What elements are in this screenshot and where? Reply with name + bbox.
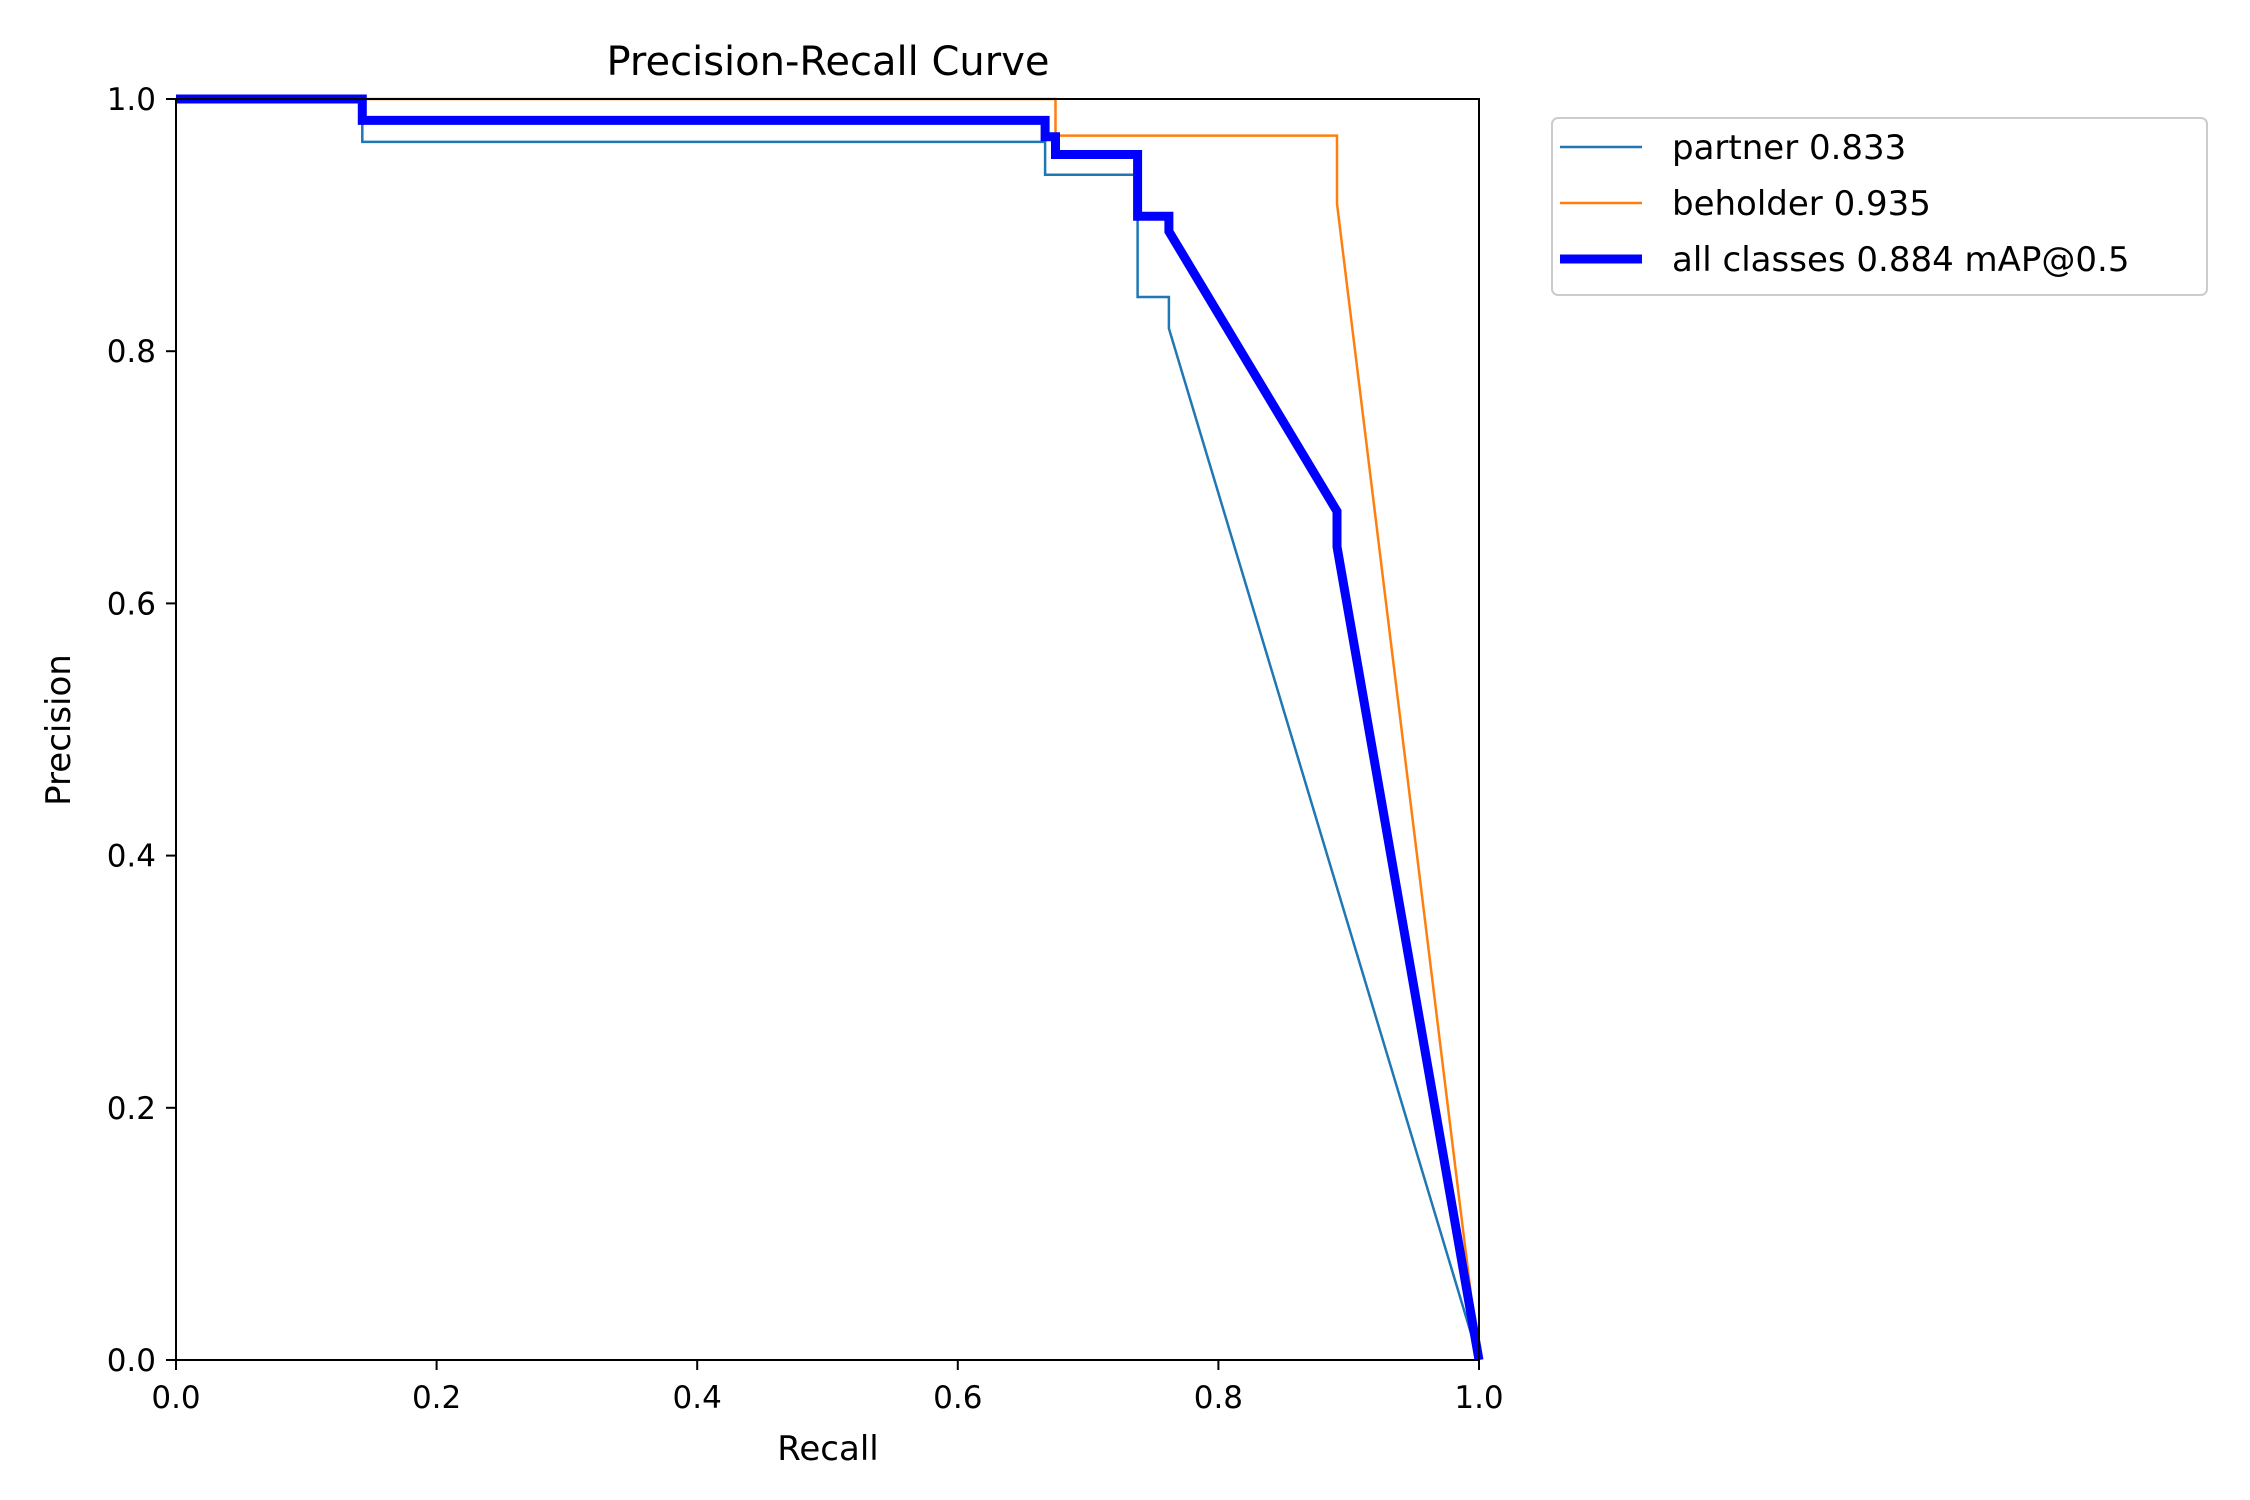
x-tick-label: 0.8	[1194, 1380, 1243, 1416]
x-axis: 0.0 0.2 0.4 0.6 0.8 1.0	[151, 1360, 1504, 1416]
y-tick-label: 0.4	[107, 839, 156, 875]
legend-label-1: beholder 0.935	[1672, 184, 1931, 224]
x-tick-label: 0.6	[933, 1380, 982, 1416]
legend: partner 0.833 beholder 0.935 all classes 0…	[1551, 117, 2208, 296]
plot-frame	[175, 98, 1480, 1361]
x-tick-label: 1.0	[1454, 1380, 1503, 1416]
y-tick-label: 0.8	[107, 334, 156, 370]
x-tick-label: 0.4	[673, 1380, 722, 1416]
legend-label-0: partner 0.833	[1672, 128, 1906, 168]
legend-label-2: all classes 0.884 mAP@0.5	[1672, 240, 2129, 280]
y-axis: 0.0 0.2 0.4 0.6 0.8 1.0	[107, 82, 176, 1379]
y-tick-label: 1.0	[107, 82, 156, 118]
y-tick-label: 0.2	[107, 1091, 156, 1127]
x-tick-label: 0.0	[151, 1380, 200, 1416]
chart-title: Precision-Recall Curve	[607, 39, 1050, 85]
y-axis-label: Precision	[39, 654, 79, 806]
y-tick-label: 0.6	[107, 586, 156, 622]
x-axis-label: Recall	[777, 1429, 878, 1469]
legend-frame	[1551, 117, 2208, 296]
plot-area	[176, 94, 1484, 1361]
series-line-0	[176, 97, 1481, 1361]
series-line-1	[176, 97, 1481, 1361]
series-line-2	[176, 94, 1484, 1361]
x-tick-label: 0.2	[412, 1380, 461, 1416]
y-tick-label: 0.0	[107, 1343, 156, 1379]
